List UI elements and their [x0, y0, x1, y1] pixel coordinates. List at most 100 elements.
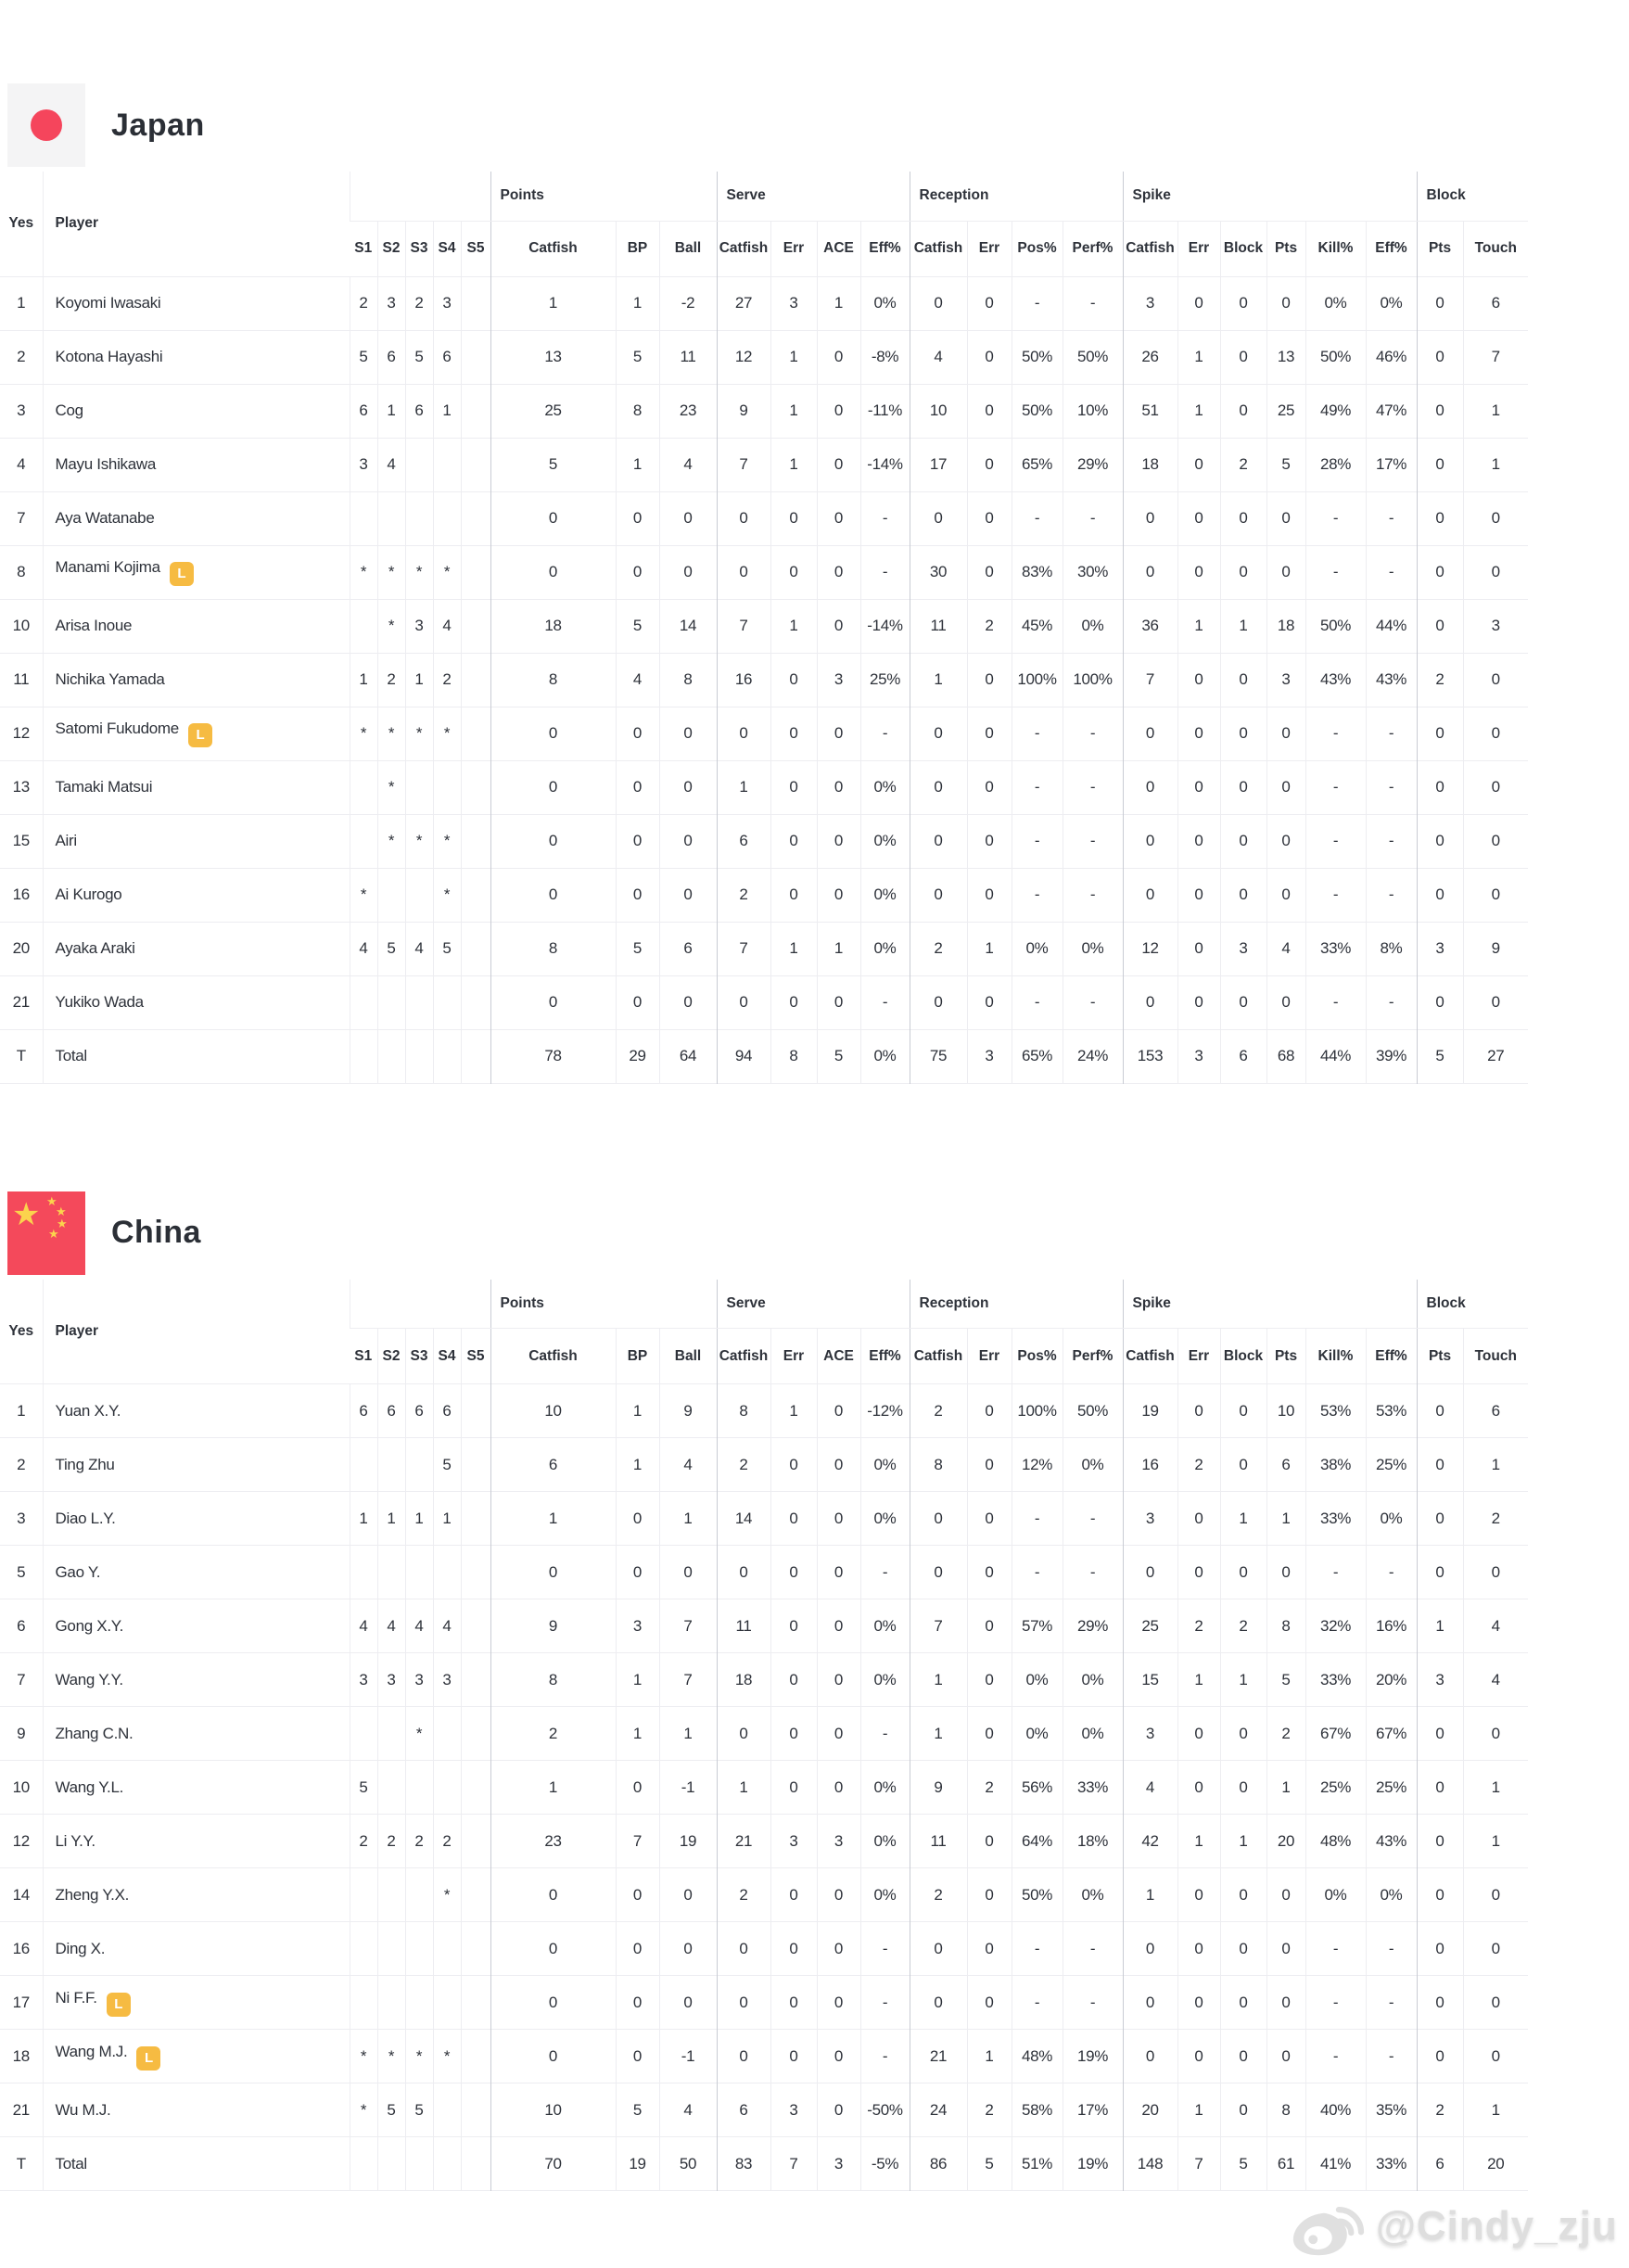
set-cell	[432, 1545, 461, 1599]
stat-cell: 28%	[1304, 438, 1366, 491]
stat-cell: 0	[909, 707, 967, 760]
stat-cell: 0	[966, 1599, 1012, 1653]
set-cell	[349, 1975, 377, 2030]
set-cell	[376, 1029, 405, 1083]
stat-cell: 0	[770, 1437, 817, 1492]
stat-cell: 0	[1462, 707, 1528, 760]
stat-cell: -	[1011, 868, 1063, 922]
stat-cell: 24	[909, 2083, 967, 2137]
jersey-number: T	[16, 2154, 26, 2172]
stat-cell: 0	[816, 707, 860, 760]
set-cell	[349, 1029, 377, 1083]
stat-cell: 4	[658, 2083, 717, 2137]
stat-cell: 50%	[1304, 599, 1366, 653]
player-name: Yukiko Wada	[55, 993, 145, 1011]
stat-cell: 0	[1177, 1975, 1220, 2030]
stat-cell: 0	[909, 1491, 967, 1546]
stat-cell: 42	[1122, 1814, 1177, 1868]
jersey-number: 17	[12, 1993, 31, 2011]
stat-cell: 67%	[1304, 1706, 1366, 1761]
stat-cell: 0	[1416, 868, 1463, 922]
stat-cell: 33%	[1304, 1652, 1366, 1707]
stat-cell: 0	[1177, 760, 1220, 814]
stat-cell: 29	[615, 1029, 659, 1083]
set-cell	[460, 1652, 490, 1707]
stat-cell: 0	[1416, 1760, 1463, 1815]
stat-cell: 7	[658, 1599, 717, 1653]
set-cell: 6	[432, 1383, 461, 1438]
set-cell	[376, 1867, 405, 1922]
stat-cell: 18%	[1062, 1814, 1123, 1868]
stat-cell: -	[859, 707, 910, 760]
stat-cell: 1	[770, 1383, 817, 1438]
stat-cell: 53%	[1365, 1383, 1417, 1438]
stat-cell: 0	[1416, 707, 1463, 760]
stat-cell: 5	[966, 2136, 1012, 2191]
player-name: Ding X.	[55, 1939, 106, 1957]
stat-cell: 0%	[859, 868, 910, 922]
watermark: @Cindy_zju	[1289, 2196, 1618, 2257]
player-row: 18 Wang M.J. L * * * * 0 0 -1 0 0 0-21 1 48% 19% 0 0 0 0- -0…	[0, 2029, 1528, 2083]
stat-cell: 0	[1219, 760, 1266, 814]
stat-cell: 1	[490, 276, 616, 330]
set-cell	[404, 1760, 433, 1815]
stat-cell: 1	[1177, 2083, 1220, 2137]
stat-cell: 35%	[1365, 2083, 1417, 2137]
stat-cell: 57%	[1011, 1599, 1063, 1653]
set-cell: 4	[432, 599, 461, 653]
stat-cell: 0	[1266, 975, 1305, 1029]
set-cell: *	[376, 707, 405, 760]
stat-cell: 0	[658, 760, 717, 814]
stat-cell: 0	[1416, 1491, 1463, 1546]
stat-cell: 2	[490, 1706, 616, 1761]
stat-cell: 0	[770, 707, 817, 760]
stat-cell: 1	[1219, 599, 1266, 653]
china-flag-star-small: ★	[56, 1204, 67, 1218]
set-cell: 1	[404, 1491, 433, 1546]
stat-cell: 0%	[1365, 1867, 1417, 1922]
stat-cell: 0	[1219, 1921, 1266, 1976]
player-row: 21 Wu M.J. * 5 5 10 5 4 6 3 0 -50% 24 2 58% 17% 20 1 0 8 40%…	[0, 2083, 1528, 2137]
set-cell	[349, 599, 377, 653]
stat-cell: 0	[909, 868, 967, 922]
set-cell	[349, 1921, 377, 1976]
stat-cell: 32%	[1304, 1599, 1366, 1653]
stat-cell: 25%	[1304, 1760, 1366, 1815]
set-cell: 2	[432, 1814, 461, 1868]
stat-cell: -	[1011, 276, 1063, 330]
libero-badge: L	[169, 562, 194, 586]
stat-cell: 78	[490, 1029, 616, 1083]
set-cell: *	[349, 2083, 377, 2137]
header-spacer	[349, 172, 490, 222]
stat-cell: 0	[1219, 330, 1266, 384]
stat-cell: 1	[816, 276, 860, 330]
group-header-serve: Serve	[716, 172, 910, 222]
set-cell	[460, 1760, 490, 1815]
player-name: Kotona Hayashi	[55, 348, 163, 365]
stat-cell: -	[1365, 814, 1417, 868]
stat-cell: 14	[716, 1491, 770, 1546]
set-cell: 2	[404, 1814, 433, 1868]
stat-cell: 50%	[1011, 1867, 1063, 1922]
column-header-pts: Pts	[1266, 1328, 1305, 1384]
stat-cell: 0	[1177, 491, 1220, 545]
stat-cell: 41%	[1304, 2136, 1366, 2191]
stat-cell: 0	[966, 707, 1012, 760]
stat-cell: 0	[490, 545, 616, 599]
stat-cell: 0	[490, 760, 616, 814]
stat-cell: 19	[615, 2136, 659, 2191]
stat-cell: 7	[716, 438, 770, 491]
stat-cell: 44%	[1304, 1029, 1366, 1083]
stat-cell: 33%	[1062, 1760, 1123, 1815]
player-row: 7 Wang Y.Y. 3 3 3 3 8 1 7 18 0 0 0% 1 0 0% 0% 15 1 1 5 33% 20%…	[0, 1652, 1528, 1707]
stat-cell: 50%	[1011, 330, 1063, 384]
stat-cell: 1	[1462, 438, 1528, 491]
stat-cell: 0	[770, 814, 817, 868]
stat-cell: 0	[1177, 276, 1220, 330]
stat-cell: 0	[658, 1545, 717, 1599]
stat-cell: 0	[658, 1867, 717, 1922]
stat-cell: 0	[1177, 1706, 1220, 1761]
team-header: ★ ★ ★ ★ ★ China	[7, 1191, 1629, 1275]
set-cell: 1	[404, 653, 433, 707]
stat-cell: 0	[816, 599, 860, 653]
